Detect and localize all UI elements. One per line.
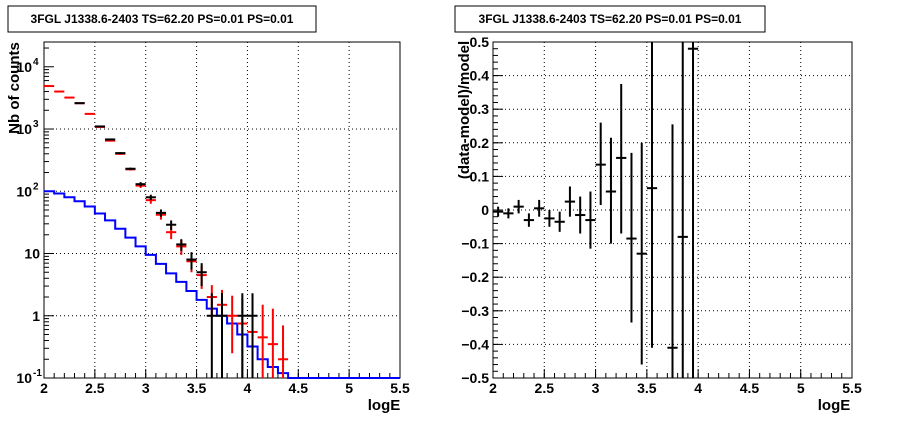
y-tick-label: −0.5 xyxy=(461,370,489,386)
y-tick-label: 0.5 xyxy=(470,34,490,50)
x-tick-label: 3 xyxy=(142,380,150,396)
y-axis-label: (data-model)/model xyxy=(456,41,473,179)
y-tick-label: −0.4 xyxy=(461,336,489,352)
y-tick-label: 0 xyxy=(481,202,489,218)
x-tick-label: 2.5 xyxy=(535,380,555,396)
x-tick-label: 5.5 xyxy=(842,380,862,396)
series-2 xyxy=(667,124,678,378)
y-tick-label: 10 xyxy=(16,183,32,199)
x-tick-label: 2.5 xyxy=(85,380,105,396)
y-tick-label: 0.2 xyxy=(470,135,490,151)
series-1 xyxy=(44,190,400,379)
title-box xyxy=(7,5,317,33)
chart-title: 3FGL J1338.6-2403 TS=62.20 PS=0.01 PS=0.… xyxy=(31,12,294,26)
x-axis-label: logE xyxy=(368,397,401,414)
x-tick-label: 5 xyxy=(797,380,805,396)
y-tick-exponent: 2 xyxy=(33,181,39,192)
x-tick-label: 3.5 xyxy=(637,380,657,396)
y-tick-label: −0.1 xyxy=(461,236,489,252)
title-box xyxy=(454,5,766,33)
chart-panel-2: 2 2.5 3 3.5 4 4.5 5 5.5 −0.5 −0.4 −0.3 −0.2 −0.1 0 0.1… xyxy=(454,5,862,414)
series-1 xyxy=(493,42,699,378)
y-tick-label: 0.1 xyxy=(470,168,490,184)
y-tick-label: 10 xyxy=(24,246,40,262)
y-tick-label: 1 xyxy=(32,308,40,324)
x-tick-label: 4.5 xyxy=(740,380,760,396)
chart-title: 3FGL J1338.6-2403 TS=62.20 PS=0.01 PS=0.… xyxy=(479,12,742,26)
x-axis-label: logE xyxy=(818,397,851,414)
y-tick-exponent: 4 xyxy=(33,57,39,68)
x-tick-label: 2 xyxy=(40,380,48,396)
x-tick-label: 4.5 xyxy=(289,380,309,396)
series-3 xyxy=(74,102,258,378)
x-tick-label: 3.5 xyxy=(187,380,207,396)
y-tick-label: 10 xyxy=(16,59,32,75)
y-tick-label: −0.3 xyxy=(461,303,489,319)
x-tick-label: 2 xyxy=(489,380,497,396)
x-tick-label: 4 xyxy=(244,380,252,396)
x-tick-label: 5 xyxy=(345,380,353,396)
y-tick-label: 10 xyxy=(16,370,32,386)
y-tick-label: 10 xyxy=(16,121,32,137)
x-tick-label: 4 xyxy=(694,380,702,396)
model-step-line xyxy=(44,190,400,379)
y-tick-label: −0.2 xyxy=(461,269,489,285)
y-tick-label: 0.4 xyxy=(470,68,490,84)
y-tick-label: 0.3 xyxy=(470,101,490,117)
x-tick-label: 5.5 xyxy=(390,380,410,396)
y-axis-label: Nb of counts xyxy=(6,42,23,134)
y-tick-exponent: 3 xyxy=(33,119,39,130)
x-tick-label: 3 xyxy=(592,380,600,396)
y-tick-exponent: -1 xyxy=(33,368,42,379)
